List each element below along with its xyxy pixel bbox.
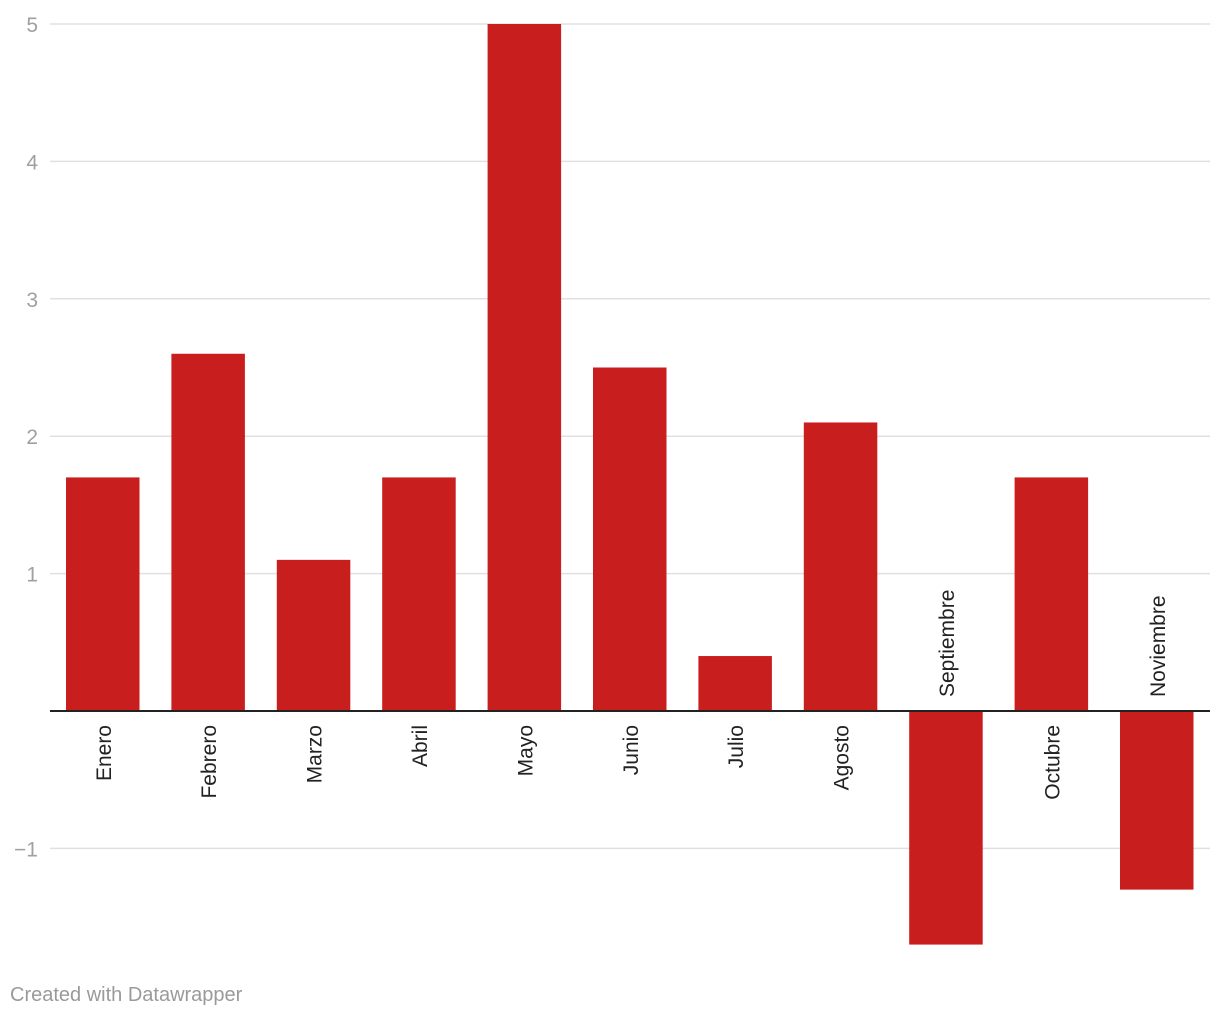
- bar-mayo: [487, 24, 562, 711]
- y-tick-label: 5: [26, 14, 38, 37]
- bar-noviembre: [1120, 711, 1194, 890]
- bar-septiembre: [909, 711, 983, 945]
- bar-octubre: [1014, 477, 1089, 711]
- category-label-septiembre: Septiembre: [936, 590, 959, 697]
- category-labels: Enero Febrero Marzo Abril Mayo Junio Julio Agos…: [93, 590, 1170, 800]
- bar-abril: [382, 477, 456, 711]
- bar-junio: [593, 367, 667, 711]
- category-label-noviembre: Noviembre: [1147, 595, 1170, 697]
- category-label-agosto: Agosto: [831, 725, 854, 790]
- y-tick-label: 4: [26, 151, 38, 174]
- y-tick-label: 3: [26, 289, 38, 312]
- y-tick-label: 2: [26, 426, 38, 449]
- bar-julio: [698, 656, 772, 711]
- category-label-marzo: Marzo: [304, 725, 327, 783]
- bar-marzo: [276, 559, 351, 711]
- bar-enero: [66, 477, 140, 711]
- category-label-abril: Abril: [409, 725, 432, 767]
- category-label-julio: Julio: [725, 725, 748, 768]
- credit-footer: Created with Datawrapper: [10, 984, 243, 1006]
- y-tick-label: 1: [26, 564, 38, 587]
- bar-agosto: [803, 422, 878, 711]
- y-tick-label: −1: [14, 838, 38, 861]
- category-label-octubre: Octubre: [1041, 725, 1064, 800]
- category-label-febrero: Febrero: [198, 725, 221, 799]
- bars: [66, 24, 1194, 945]
- bar-febrero: [171, 353, 245, 711]
- category-label-junio: Junio: [620, 725, 643, 775]
- category-label-enero: Enero: [93, 725, 116, 781]
- category-label-mayo: Mayo: [514, 725, 537, 776]
